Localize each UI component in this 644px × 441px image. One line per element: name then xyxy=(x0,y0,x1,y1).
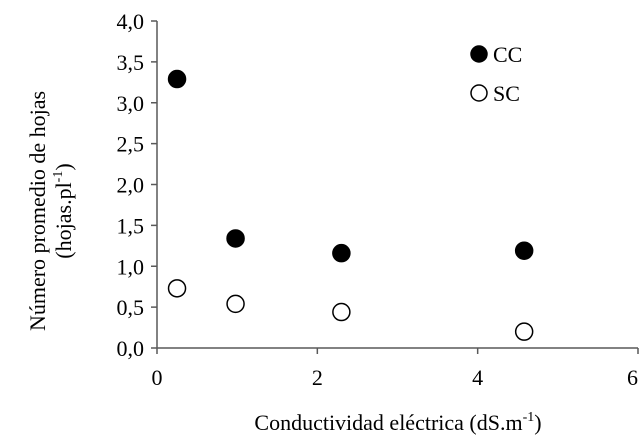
legend-label-cc: CC xyxy=(493,42,522,67)
legend-label-sc: SC xyxy=(493,81,520,106)
data-point-sc xyxy=(514,322,534,341)
x-axis-title-sup: -1 xyxy=(523,410,535,425)
legend: CC SC xyxy=(470,42,522,106)
y-tick-label: 3,5 xyxy=(117,50,145,75)
data-point-sc xyxy=(332,302,351,322)
data-point-sc xyxy=(226,294,245,314)
x-axis-ticks: 0 2 4 6 xyxy=(152,348,639,390)
x-axis-title: Conductividad eléctrica (dS.m-1) xyxy=(254,410,541,435)
data-point-sc xyxy=(167,279,187,298)
data-point-cc xyxy=(167,69,187,89)
y-tick-label: 1,0 xyxy=(117,254,145,279)
y-tick-label: 0,0 xyxy=(117,336,145,361)
y-axis-title: Número promedio de hojas (hojas.pl-1) xyxy=(25,91,76,331)
y-axis-title-line2-sup: -1 xyxy=(51,171,66,183)
legend-marker-sc xyxy=(470,84,488,102)
y-axis-title-line2: (hojas.pl-1) xyxy=(51,163,76,258)
y-tick-label: 2,0 xyxy=(117,173,145,198)
x-axis-title-end: ) xyxy=(534,410,541,435)
x-tick-label: 4 xyxy=(472,365,483,390)
y-axis-title-line2-end: ) xyxy=(51,163,76,170)
y-tick-label: 1,5 xyxy=(117,213,145,238)
y-axis-title-line1: Número promedio de hojas xyxy=(25,91,50,331)
y-axis-title-line2-main: (hojas.pl xyxy=(51,182,76,258)
x-axis-title-main: Conductividad eléctrica (dS.m xyxy=(254,410,522,435)
y-tick-label: 0,5 xyxy=(117,295,145,320)
data-point-cc xyxy=(226,229,245,248)
data-point-cc xyxy=(332,243,351,263)
y-axis-ticks: 0,0 0,5 1,0 1,5 2,0 2,5 3,0 3,5 4,0 xyxy=(117,9,157,361)
x-tick-label: 6 xyxy=(627,365,638,390)
plot-area: 0,0 0,5 1,0 1,5 2,0 2,5 3,0 3,5 4,0 0 2 4 6 xyxy=(117,9,639,390)
y-tick-label: 2,5 xyxy=(117,132,145,157)
y-tick-label: 4,0 xyxy=(117,9,145,34)
y-tick-label: 3,0 xyxy=(117,91,145,116)
x-tick-label: 0 xyxy=(152,365,163,390)
data-point-cc xyxy=(514,241,534,260)
legend-marker-cc xyxy=(470,45,488,63)
x-tick-label: 2 xyxy=(312,365,323,390)
data-points xyxy=(167,69,534,341)
